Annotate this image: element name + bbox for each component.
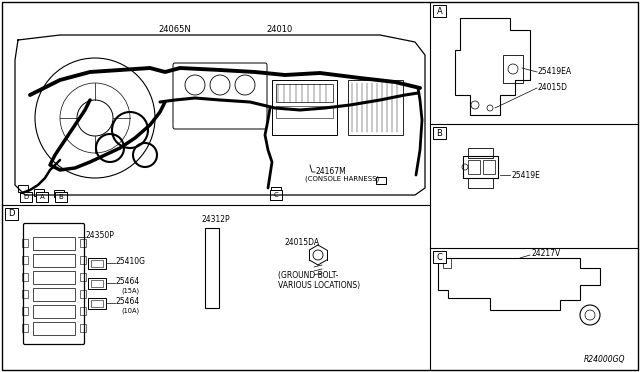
Bar (36, 192, 48, 202)
Bar (34, 189, 44, 196)
Text: 24015DA: 24015DA (284, 238, 319, 247)
Text: (10A): (10A) (121, 308, 139, 314)
Bar (33, 237, 75, 250)
Text: 25464: 25464 (116, 278, 140, 286)
Text: C: C (436, 253, 442, 262)
Bar (22, 324, 28, 332)
Text: VARIOUS LOCATIONS): VARIOUS LOCATIONS) (278, 281, 360, 290)
Bar (33, 271, 75, 284)
Text: D: D (8, 209, 15, 218)
Text: (CONSOLE HARNESS): (CONSOLE HARNESS) (305, 176, 380, 183)
Bar (276, 106, 333, 118)
Text: C: C (274, 192, 278, 198)
Bar (80, 256, 86, 264)
Text: 25410G: 25410G (116, 257, 146, 266)
Bar (433, 5, 446, 17)
Bar (205, 228, 219, 308)
Bar (5, 208, 18, 220)
Bar (33, 305, 75, 318)
Bar (443, 258, 451, 268)
Bar (468, 148, 493, 158)
Text: A: A (436, 6, 442, 16)
Bar (88, 278, 106, 289)
Bar (468, 178, 493, 188)
Text: R24000GQ: R24000GQ (584, 355, 625, 364)
Text: 24167M: 24167M (316, 167, 347, 176)
Bar (22, 290, 28, 298)
Text: 24065N: 24065N (159, 25, 191, 34)
Bar (20, 192, 32, 202)
Bar (55, 192, 67, 202)
Bar (22, 273, 28, 281)
Bar (483, 160, 495, 174)
Bar (271, 187, 281, 194)
Text: 24350P: 24350P (86, 231, 115, 241)
Bar (22, 239, 28, 247)
Bar (80, 290, 86, 298)
Bar (348, 80, 403, 135)
Bar (33, 254, 75, 267)
Text: (15A): (15A) (121, 288, 139, 294)
Text: B: B (59, 194, 63, 200)
Bar (91, 260, 103, 267)
Bar (80, 273, 86, 281)
Bar (376, 177, 386, 184)
Bar (80, 239, 86, 247)
Bar (433, 251, 446, 263)
Bar (80, 324, 86, 332)
Text: 25419E: 25419E (511, 170, 540, 180)
Text: 24010: 24010 (267, 25, 293, 34)
Bar (33, 322, 75, 335)
Bar (503, 55, 523, 83)
Bar (276, 84, 333, 102)
Bar (468, 160, 480, 174)
Bar (270, 190, 282, 200)
Text: D: D (24, 194, 29, 200)
Text: 24312P: 24312P (202, 215, 230, 224)
Bar (22, 307, 28, 315)
Bar (33, 288, 75, 301)
Text: 25419EA: 25419EA (538, 67, 572, 76)
Bar (433, 127, 446, 139)
Bar (18, 185, 28, 192)
Bar (91, 280, 103, 287)
Bar (54, 190, 64, 197)
Bar (463, 156, 498, 178)
Bar (80, 307, 86, 315)
Text: 25464: 25464 (116, 298, 140, 307)
Bar (272, 80, 337, 135)
Bar (91, 300, 103, 307)
Bar (88, 258, 106, 269)
Text: B: B (436, 128, 442, 138)
Text: (GROUND BOLT-: (GROUND BOLT- (278, 271, 339, 280)
Text: 24015D: 24015D (538, 83, 568, 92)
Text: 24217V: 24217V (531, 250, 560, 259)
Bar (22, 256, 28, 264)
Text: A: A (40, 194, 44, 200)
Bar (88, 298, 106, 309)
